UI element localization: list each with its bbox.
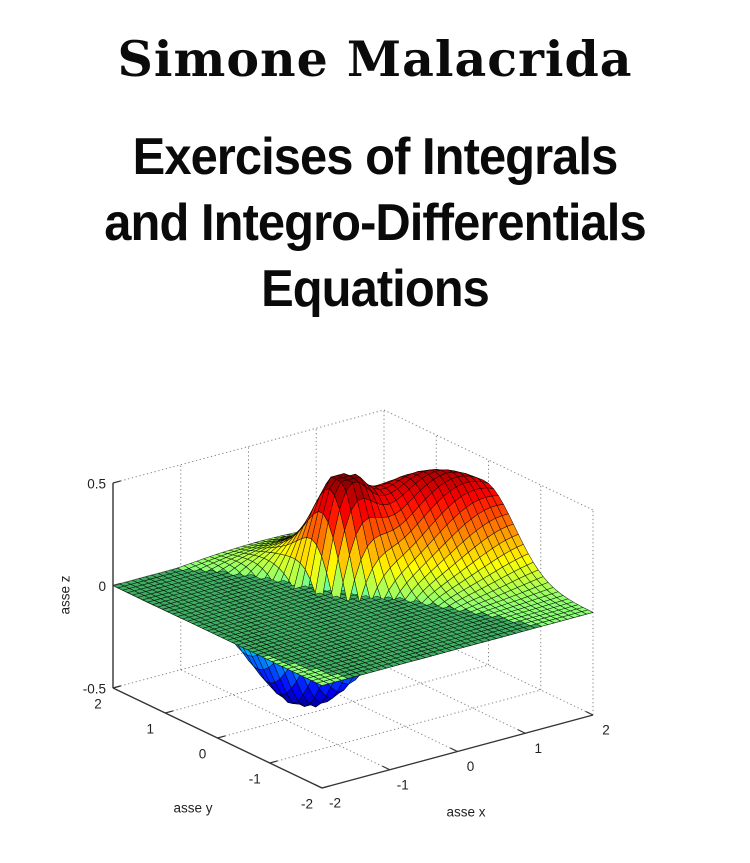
title-line-3: Equations [261, 260, 490, 318]
title-line-2: and Integro-Differentials [104, 194, 646, 252]
author-name: Simone Malacrida [117, 30, 633, 88]
book-title: Exercises of Integrals and Integro-Diffe… [23, 124, 728, 322]
surface-plot-canvas [0, 393, 750, 863]
surface-plot [0, 393, 750, 863]
title-line-1: Exercises of Integrals [132, 128, 619, 186]
